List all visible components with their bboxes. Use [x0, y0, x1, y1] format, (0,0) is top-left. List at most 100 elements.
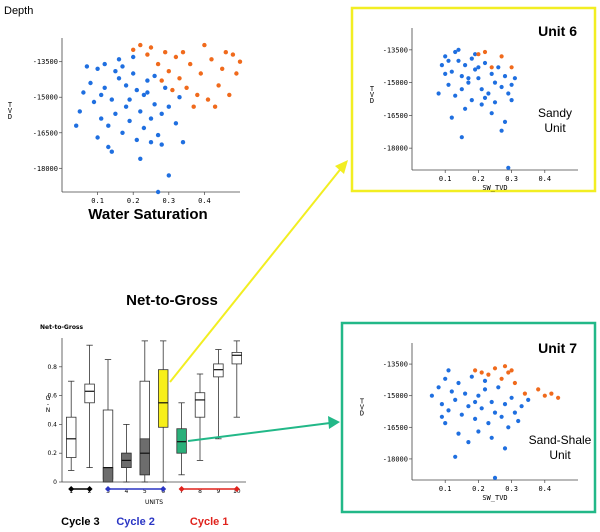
- main-point-blue: [180, 140, 186, 145]
- main-point-orange: [138, 42, 143, 48]
- unit6-y-tick-label: -18000: [383, 145, 408, 153]
- main-point-orange: [173, 54, 179, 60]
- unit6-x-tick-label: 0.1: [439, 175, 452, 183]
- unit6-point-blue: [446, 58, 451, 63]
- cycle-label: Cycle 2: [116, 516, 155, 528]
- main-point-orange: [202, 42, 207, 48]
- cycle-bracket-end: [105, 486, 111, 492]
- main-point-orange: [170, 87, 175, 93]
- unit6-point-blue: [463, 106, 468, 111]
- main-point-orange: [230, 52, 236, 57]
- unit6-point-blue: [512, 76, 518, 81]
- unit7-point-blue: [449, 389, 454, 394]
- main-y-tick-label: -15000: [33, 94, 58, 102]
- unit6-point-blue: [443, 54, 448, 59]
- unit7-point-blue: [509, 395, 514, 400]
- unit6-point-blue: [449, 115, 454, 120]
- unit7-point-blue: [502, 402, 508, 407]
- unit7-point-blue: [436, 385, 441, 390]
- unit6-point-orange: [489, 65, 494, 70]
- unit6-point-blue: [492, 80, 498, 85]
- unit7-point-blue: [476, 393, 481, 398]
- ntg-box-unit-9: [213, 363, 224, 378]
- main-point-blue: [155, 132, 161, 138]
- unit6-point-blue: [479, 102, 484, 107]
- unit6-point-blue: [479, 87, 484, 92]
- unit7-point-orange: [506, 370, 511, 375]
- cycle-bracket-end: [86, 486, 93, 492]
- unit6-point-blue: [453, 93, 458, 98]
- unit6-point-blue: [473, 67, 478, 72]
- unit7-point-blue: [516, 418, 521, 424]
- ntg-box-unit-6: [158, 369, 169, 428]
- unit7-point-blue: [466, 404, 471, 409]
- main-point-orange: [188, 61, 193, 67]
- main-point-blue: [138, 109, 143, 114]
- unit6-x-label: SW_TVD: [482, 184, 507, 192]
- unit7-point-blue: [456, 380, 461, 386]
- unit7-point-blue: [473, 416, 478, 421]
- main-point-blue: [131, 54, 136, 60]
- ntg-chart-title: Net-to-Gross: [40, 324, 84, 331]
- main-point-blue: [138, 156, 143, 161]
- main-point-blue: [106, 144, 111, 150]
- unit6-point-blue: [489, 111, 494, 116]
- main-point-blue: [127, 97, 132, 102]
- unit6-scatter-plot: 0.1 0.2 0.3 0.4 -13500 -15000 -16500 -18000 T V D S…: [370, 28, 578, 192]
- unit7-point-blue: [453, 454, 458, 459]
- unit7-point-orange: [549, 391, 554, 396]
- unit7-point-blue: [512, 410, 518, 415]
- main-point-blue: [116, 76, 122, 81]
- unit6-point-blue: [502, 74, 508, 79]
- teal-arrow: [187, 422, 331, 442]
- ntg-y-tick-label: 0.4: [47, 421, 57, 428]
- unit6-point-orange: [482, 49, 488, 55]
- unit6-annotation: Sandy Unit: [538, 106, 572, 135]
- unit7-point-blue: [463, 391, 468, 396]
- main-point-blue: [81, 90, 86, 95]
- unit6-point-blue: [509, 82, 514, 87]
- main-point-blue: [155, 189, 161, 195]
- main-point-blue: [134, 137, 139, 143]
- cycle-labels: Cycle 3 Cycle 2 Cycle 1: [61, 486, 240, 528]
- main-point-blue: [159, 111, 164, 117]
- unit6-point-blue: [469, 98, 474, 103]
- main-point-blue: [95, 66, 100, 72]
- main-point-orange: [177, 76, 182, 81]
- main-y-tick-label: -18000: [33, 165, 58, 173]
- unit6-x-tick-label: 0.4: [538, 175, 551, 183]
- unit7-point-blue: [492, 410, 498, 415]
- main-point-orange: [159, 78, 164, 83]
- main-point-orange: [198, 71, 203, 76]
- unit7-point-blue: [506, 425, 511, 430]
- main-depth-label: Depth: [4, 5, 33, 17]
- main-point-blue: [109, 149, 115, 154]
- main-point-orange: [148, 45, 154, 50]
- main-point-blue: [88, 80, 93, 86]
- unit7-point-blue: [519, 404, 524, 409]
- unit6-point-blue: [456, 58, 461, 63]
- main-point-orange: [220, 66, 225, 72]
- ntg-box-unit-1: [66, 416, 77, 458]
- unit7-point-blue: [492, 475, 498, 480]
- main-point-orange: [191, 104, 196, 109]
- unit6-point-blue: [439, 63, 444, 68]
- unit7-point-blue: [466, 440, 471, 445]
- main-point-blue: [74, 123, 79, 128]
- unit6-point-orange: [476, 52, 481, 57]
- unit7-annotation: Sand-Shale Unit: [529, 433, 592, 462]
- main-point-blue: [113, 111, 118, 117]
- unit7-y-tick-label: -15000: [383, 392, 408, 400]
- main-point-blue: [148, 116, 154, 121]
- main-point-orange: [131, 47, 136, 52]
- unit6-point-blue: [506, 91, 511, 96]
- unit7-point-orange: [479, 370, 484, 375]
- unit6-title: Unit 6: [538, 23, 577, 39]
- unit7-point-orange: [522, 391, 528, 396]
- unit7-y-tick-label: -13500: [383, 361, 408, 369]
- main-point-blue: [120, 130, 125, 135]
- main-y-tick-label: -13500: [33, 58, 58, 66]
- unit7-point-blue: [482, 378, 488, 383]
- main-y-tick-label: -16500: [33, 129, 58, 137]
